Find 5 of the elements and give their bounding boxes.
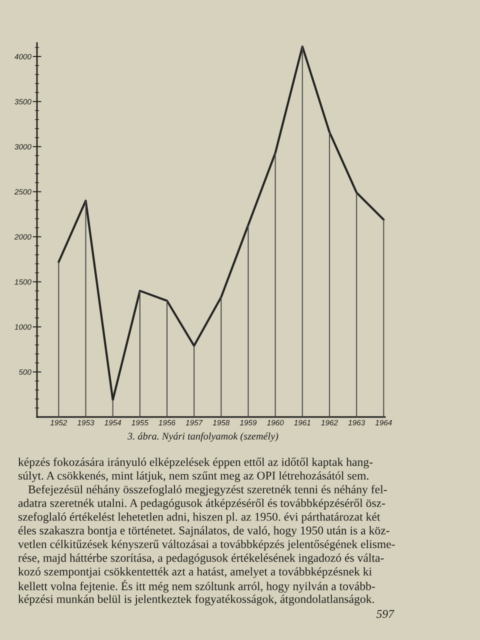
- text: Befejezésül néhány összefoglaló megjegyzést szeretnék tenni és néhány fel- adatra szeretnék utalni. A pedagógusok átképzéséről és továbbképzéséről ösz- szefoglaló értékelést lehetetlen adni, hiszen pl. az 1950. évi párthatározat két éles szakaszra bontja e történetet. Sajnálatos, de való, hogy 1950 után is a köz- vetlen célkitűzések kényszerű változásai a továbbképzés jelentőségének elisme- rése, majd háttérbe szorítása, a pedagógusok értékelésének ingadozó és válta- kozó szempontjai csökkentették azt a hatást, amelyet a továbbképzésnek ki kellett volna fejtenie. És itt még nem szóltunk arról, hogy nyilván a tovább- képzési munkán belül is jelentkeztek fogyatékosságok, átgondolatlanságok.: [18, 484, 395, 606]
- text: 597: [376, 610, 394, 618]
- text: képzés fokozására irányuló elképzelések éppen ettől az időtől kaptak hang- súlyt. A csökkenés, mint látjuk, nem szűnt meg az OPI létrehozásától sem.: [18, 458, 373, 482]
- line-series: [58, 46, 385, 401]
- text: 3. ábra. Nyári tanfolyamok (személy): [128, 432, 278, 442]
